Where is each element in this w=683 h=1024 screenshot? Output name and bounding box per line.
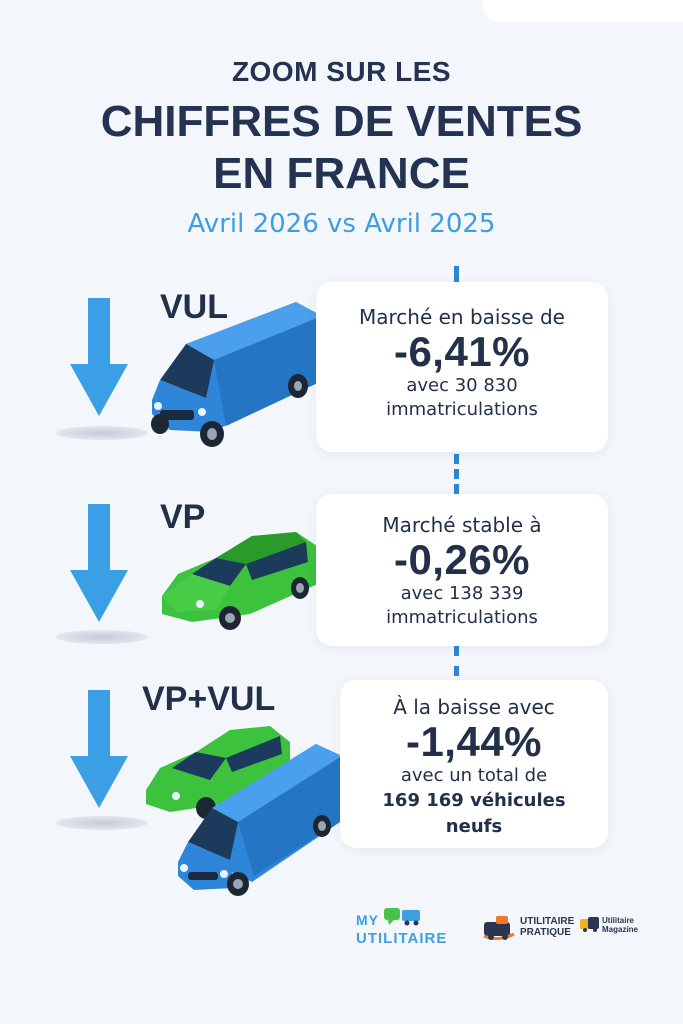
- stat-card: Marché stable à -0,26% avec 138 339 imma…: [316, 494, 608, 646]
- section-label: VUL: [160, 288, 228, 326]
- timeline-segment: [454, 266, 459, 284]
- pre-title: ZOOM SUR LES: [231, 56, 452, 87]
- corner-decoration: [483, 0, 683, 22]
- change-percent: -0,26%: [393, 536, 531, 583]
- logo-line: Magazine: [602, 925, 639, 934]
- van-logo-icon: [580, 917, 599, 932]
- card-detail-line: avec 30 830: [406, 375, 518, 396]
- card-lead-text: Marché stable à: [382, 513, 542, 537]
- logo-line: UTILITAIRE: [520, 916, 575, 927]
- arrow-down-icon: [70, 504, 128, 622]
- car-icon: [162, 532, 322, 630]
- logo-text: MY: [356, 912, 379, 928]
- logo-text: UTILITAIRE PRATIQUE: [520, 916, 590, 938]
- page-title: CHIFFRES DE VENTES EN FRANCE: [0, 96, 683, 200]
- timeline-segment: [454, 646, 459, 676]
- period-subtitle: Avril 2026 vs Avril 2025: [187, 209, 496, 239]
- card-detail-line: avec 138 339: [400, 583, 524, 604]
- card-detail-line: immatriculations: [386, 607, 538, 628]
- logo-text: UTILITAIRE: [356, 930, 448, 947]
- partner-logos: MY UTILITAIRE UTILITAIRE PRATIQUE: [0, 908, 683, 952]
- card-detail-line: immatriculations: [386, 399, 538, 420]
- logo-line: Utilitaire: [602, 916, 635, 925]
- stat-card: À la baisse avec -1,44% avec un total de…: [340, 680, 608, 848]
- stat-card: Marché en baisse de -6,41% avec 30 830 i…: [316, 282, 608, 452]
- arrow-shadow: [56, 816, 148, 830]
- card-lead-text: À la baisse avec: [393, 695, 555, 719]
- change-percent: -6,41%: [393, 328, 531, 375]
- card-detail-line: avec un total de: [400, 765, 548, 786]
- card-lead-text: Marché en baisse de: [359, 305, 565, 329]
- arrow-down-icon: [70, 690, 128, 808]
- card-detail-line: 169 169 véhicules: [382, 790, 566, 811]
- van-logo-icon: [483, 916, 515, 941]
- title-line-1: CHIFFRES DE VENTES: [100, 97, 583, 146]
- car-and-van-icon: [146, 726, 346, 896]
- van-speech-bubble-icon: [384, 908, 420, 926]
- change-percent: -1,44%: [405, 718, 543, 765]
- card-detail-line: neufs: [445, 816, 503, 837]
- arrow-shadow: [56, 630, 148, 644]
- title-line-2: EN FRANCE: [213, 149, 470, 198]
- logo-text: Utilitaire Magazine: [602, 916, 662, 934]
- my-utilitaire-logo: MY UTILITAIRE: [356, 908, 448, 947]
- arrow-shadow: [56, 426, 148, 440]
- section-label: VP: [160, 498, 206, 536]
- timeline-segment: [454, 454, 459, 494]
- section-label: VP+VUL: [142, 680, 276, 718]
- logo-line: PRATIQUE: [520, 927, 571, 938]
- van-icon: [151, 302, 324, 447]
- arrow-down-icon: [70, 298, 128, 416]
